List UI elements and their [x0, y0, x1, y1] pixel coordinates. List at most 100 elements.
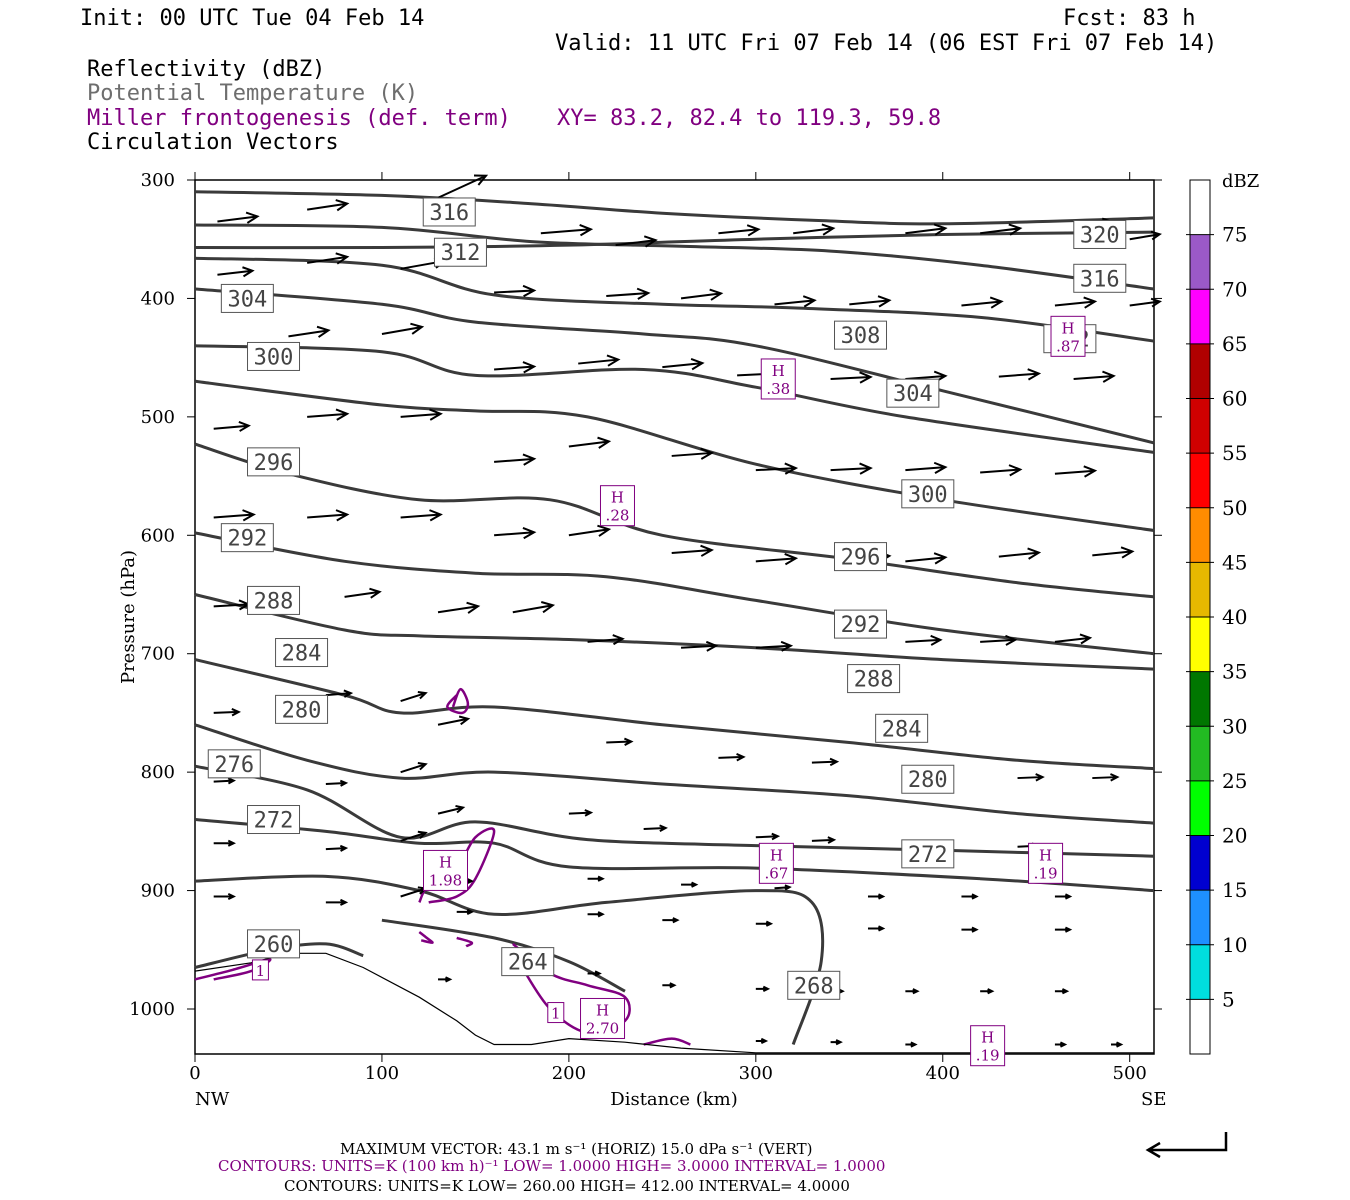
circulation-vector [587, 875, 605, 882]
axes: 300 400 500 600 700 800 900 1000 0 100 200 300 400 50… [129, 170, 1162, 1084]
circulation-vector [568, 809, 594, 817]
theta-label-box [834, 542, 888, 572]
theta-label: 292 [227, 527, 267, 552]
circulation-vector [307, 408, 350, 421]
theta-contour-268 [194, 874, 825, 1045]
circulation-vector [905, 988, 920, 995]
circulation-vector [680, 640, 719, 652]
circulation-vector [662, 982, 677, 989]
fronto-contour [194, 958, 272, 981]
y-tick-label: 500 [141, 407, 175, 428]
colorbar-tick-label: 75 [1222, 223, 1247, 247]
theta-contour-300 [194, 379, 1155, 532]
theta-label-box [1073, 219, 1127, 249]
circulation-vector [325, 898, 349, 906]
circulation-vector [1092, 773, 1120, 782]
colorbar-tick-label: 50 [1222, 496, 1247, 520]
theta-contour-304 [194, 344, 1155, 454]
colorbar-tick-label: 70 [1222, 277, 1247, 301]
circulation-vector [307, 252, 350, 265]
y-tick-label: 600 [141, 525, 175, 546]
circulation-vector [849, 295, 892, 308]
colorbar-segment [1190, 343, 1210, 399]
circulation-vector [213, 509, 256, 522]
colorbar-segment [1190, 671, 1210, 727]
theta-label-box [501, 947, 555, 977]
circulation-vector [606, 287, 651, 300]
circulation-vector [905, 1041, 918, 1048]
circulation-vector [1073, 370, 1116, 383]
circulation-vector [905, 634, 943, 646]
circulation-vector [400, 762, 428, 774]
circulation-vector [830, 462, 873, 475]
circulation-vector [755, 1037, 769, 1045]
theta-label-box [886, 378, 940, 408]
colorbar-tick-label: 65 [1222, 332, 1247, 356]
theta-label-box [875, 713, 929, 743]
theta-contour-284 [194, 658, 1155, 771]
colorbar-tick-label: 25 [1222, 769, 1247, 793]
fronto-max-value: .67 [764, 864, 788, 882]
x-tick-label: 500 [1113, 1063, 1147, 1084]
circulation-vector [288, 325, 331, 338]
circulation-vector [793, 223, 836, 236]
circulation-vector [1054, 926, 1073, 933]
fronto-max-letter: H [1039, 846, 1052, 864]
theta-contour-308 [194, 287, 1155, 445]
circulation-vector [1054, 893, 1073, 900]
circulation-vector [755, 920, 774, 927]
theta-label: 300 [908, 483, 948, 508]
theta-label: 272 [254, 809, 294, 834]
field-vectors: Circulation Vectors [87, 130, 339, 155]
circulation-vector [1017, 773, 1045, 782]
theta-label: 288 [854, 668, 894, 693]
theta-label-box [901, 479, 955, 509]
theta-label-box [275, 694, 329, 724]
circulation-vector [811, 836, 837, 844]
fronto-max-value: 2.70 [586, 1019, 619, 1037]
circulation-vector [643, 824, 668, 833]
circulation-vector [680, 288, 724, 301]
fronto-max-box [758, 842, 794, 884]
terrain-line [194, 952, 1154, 1054]
theta-contour-296 [194, 442, 1155, 599]
circulation-vector [980, 464, 1023, 477]
theta-label-box [220, 283, 274, 313]
circulation-vector [307, 199, 350, 212]
circulation-vector [1054, 633, 1093, 645]
circulation-vector [494, 361, 537, 374]
nw-label: NW [195, 1089, 230, 1110]
circulation-vector [437, 715, 471, 726]
circulation-vector [662, 917, 680, 924]
theta-label: 284 [282, 642, 322, 667]
fronto-max-letter: H [439, 853, 452, 871]
colorbar-tick-label: 45 [1222, 550, 1247, 574]
circulation-vector [1054, 1041, 1068, 1048]
circulation-vector [905, 223, 948, 236]
theta-label: 312 [441, 241, 481, 266]
circulation-vectors [213, 174, 1162, 1048]
fronto-max-letter: H [770, 846, 783, 864]
theta-label-box [787, 970, 841, 1000]
colorbar-segment [1190, 890, 1210, 945]
circulation-vector [213, 839, 236, 847]
circulation-vector [998, 547, 1042, 560]
circulation-vector [1092, 546, 1135, 559]
circulation-vector [1129, 297, 1162, 308]
circulation-vector [438, 976, 453, 983]
theta-contour-276 [194, 764, 1155, 858]
circulation-vector [755, 985, 771, 992]
fronto-max-value: .28 [606, 507, 630, 525]
theta-contour-312 [194, 256, 1155, 343]
x-tick-label: 300 [739, 1063, 773, 1084]
circulation-vector [830, 1039, 843, 1046]
colorbar-segment [1190, 398, 1210, 454]
circulation-vector [540, 224, 594, 237]
fronto-contour [446, 687, 470, 715]
x-tick-label: 400 [926, 1063, 960, 1084]
colorbar-segment [1190, 835, 1210, 891]
contour-labels: 3203163163123123083043043003002962962922… [207, 197, 1127, 1067]
theta-label-box [834, 609, 888, 639]
theta-label-box [247, 341, 301, 371]
fronto-contour [418, 931, 434, 944]
